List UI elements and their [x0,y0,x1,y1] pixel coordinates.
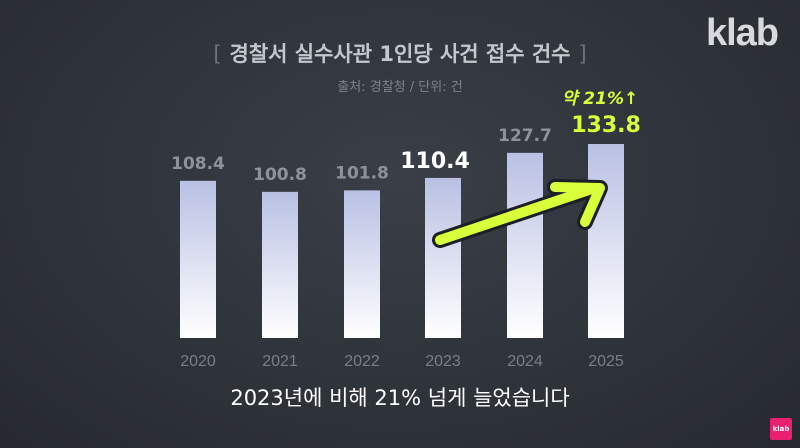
chart-title-text: 경찰서 실수사관 1인당 사건 접수 건수 [229,42,571,66]
chart-source: 출처: 경찰청 / 단위: 건 [337,80,463,95]
bar-2020 [180,180,216,338]
value-label-2023: 110.4 [400,149,470,174]
category-label-2020: 2020 [180,353,216,370]
klab-logo: klab [705,12,779,54]
chart-title-container: [ 경찰서 실수사관 1인당 사건 접수 건수] [0,38,800,68]
value-label-2024: 127.7 [498,126,552,146]
value-label-2021: 100.8 [253,165,307,185]
bar-2023 [425,177,461,338]
category-label-2025: 2025 [588,353,624,370]
growth-arrow-icon [432,179,608,248]
subtitle-caption: 2023년에 비해 21% 넘게 늘었습니다 [230,386,570,410]
title-bracket-left: [ [213,42,222,66]
growth-annotation: 약 21%↑ [562,89,639,109]
title-bracket-right: ] [578,42,587,66]
category-label-2023: 2023 [425,353,461,370]
klab-badge-icon: klab [770,418,792,440]
chart-title: [ 경찰서 실수사관 1인당 사건 접수 건수] [205,38,594,68]
category-label-2021: 2021 [262,353,298,370]
value-label-2022: 101.8 [335,163,389,183]
bar-2021 [262,191,298,338]
value-label-2020: 108.4 [171,154,225,174]
category-label-2022: 2022 [344,353,380,370]
bar-2025 [588,143,624,338]
bar-2024 [507,152,543,338]
category-label-2024: 2024 [507,353,543,370]
value-label-2025: 133.8 [571,113,641,138]
bar-2022 [344,190,380,338]
